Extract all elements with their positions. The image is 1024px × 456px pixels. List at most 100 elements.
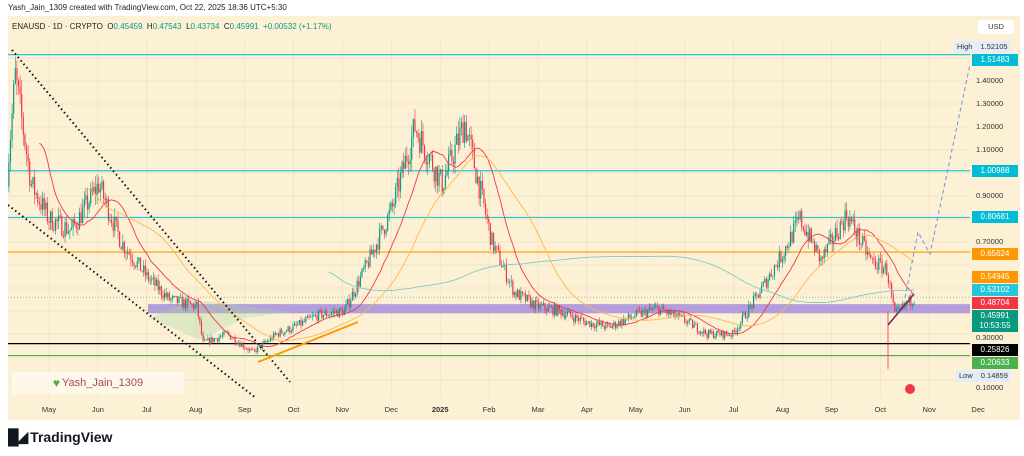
ohlc-legend: ENAUSD · 1D · CRYPTO O0.45459 H0.47543 L… bbox=[12, 22, 332, 31]
candle-body bbox=[250, 348, 252, 350]
candle-body bbox=[452, 161, 455, 164]
candle-body bbox=[834, 227, 837, 242]
candle-body bbox=[43, 197, 45, 210]
candle-body bbox=[163, 292, 166, 299]
candle-body bbox=[446, 170, 448, 176]
time-tick: Dec bbox=[384, 405, 398, 414]
candle-body bbox=[534, 300, 536, 310]
candle-body bbox=[557, 305, 559, 316]
candle-body bbox=[624, 318, 626, 325]
candle-body bbox=[590, 322, 593, 327]
candle-body bbox=[119, 231, 121, 248]
candle-body bbox=[273, 332, 275, 340]
candle-body bbox=[570, 310, 572, 316]
candle-body bbox=[868, 252, 870, 255]
candle-body bbox=[669, 310, 671, 315]
author-watermark: ♥ Yash_Jain_1309 bbox=[12, 372, 184, 394]
candle-body bbox=[497, 246, 499, 250]
candle-body bbox=[825, 249, 827, 252]
candle-body bbox=[399, 173, 402, 192]
candle-body bbox=[852, 219, 854, 222]
candle-body bbox=[529, 297, 532, 308]
candle-body bbox=[860, 244, 862, 245]
close-value: 0.45991 bbox=[229, 22, 259, 31]
candle-body bbox=[387, 214, 389, 231]
candle-body bbox=[719, 332, 721, 336]
candle-body bbox=[619, 321, 621, 326]
candle-body bbox=[459, 128, 461, 146]
currency-button[interactable]: USD bbox=[978, 20, 1014, 34]
candle-body bbox=[326, 311, 328, 317]
candle-body bbox=[56, 219, 58, 222]
candle-body bbox=[566, 312, 569, 316]
candle-body bbox=[361, 268, 363, 277]
symbol-label[interactable]: ENAUSD · 1D · CRYPTO bbox=[12, 22, 103, 31]
candle-body bbox=[605, 323, 607, 329]
candle-body bbox=[573, 317, 575, 323]
candle-body bbox=[695, 323, 697, 325]
candle-body bbox=[122, 242, 124, 250]
candle-body bbox=[468, 135, 471, 136]
candle-body bbox=[371, 249, 373, 255]
candle-body bbox=[847, 218, 849, 227]
candle-body bbox=[374, 249, 376, 253]
level-price-tag: 0.20633 bbox=[972, 356, 1018, 369]
candle-body bbox=[862, 235, 864, 245]
candle-body bbox=[340, 308, 342, 310]
shaded-area bbox=[150, 300, 290, 340]
candle-body bbox=[706, 333, 708, 338]
level-price-tag: 0.80681 bbox=[972, 211, 1018, 224]
candle-body bbox=[799, 211, 801, 220]
candle-body bbox=[741, 314, 743, 323]
candle-body bbox=[589, 321, 591, 327]
candle-body bbox=[292, 325, 294, 332]
candle-body bbox=[794, 220, 796, 224]
candle-body bbox=[88, 203, 90, 210]
candle-body bbox=[21, 93, 23, 118]
candle-body bbox=[139, 257, 142, 271]
candle-body bbox=[382, 225, 384, 230]
candle-body bbox=[423, 145, 426, 159]
candle-body bbox=[682, 315, 684, 316]
candle-body bbox=[647, 310, 649, 317]
candle-body bbox=[600, 322, 602, 326]
candle-body bbox=[910, 296, 912, 306]
candle-body bbox=[9, 139, 12, 163]
candle-body bbox=[53, 229, 55, 231]
candle-body bbox=[289, 326, 291, 333]
candle-body bbox=[14, 68, 16, 85]
candle-body bbox=[37, 193, 39, 203]
candle-body bbox=[433, 169, 435, 182]
candle-body bbox=[396, 178, 398, 188]
candle-body bbox=[693, 324, 695, 328]
candle-body bbox=[61, 216, 63, 236]
candle-body bbox=[7, 173, 8, 187]
candle-body bbox=[215, 338, 217, 340]
candle-body bbox=[484, 204, 487, 215]
candle-body bbox=[603, 326, 605, 329]
candle-body bbox=[796, 217, 798, 221]
candle-body bbox=[281, 329, 283, 334]
candle-body bbox=[502, 266, 504, 268]
high-marker: High 1.52105 bbox=[954, 41, 1011, 53]
candle-body bbox=[306, 316, 309, 319]
low-label: L bbox=[186, 22, 191, 31]
candle-body bbox=[375, 244, 378, 253]
candle-body bbox=[830, 234, 832, 238]
candle-body bbox=[483, 188, 485, 205]
candle-body bbox=[268, 341, 270, 342]
candle-body bbox=[578, 318, 580, 321]
candle-body bbox=[274, 332, 276, 335]
candle-body bbox=[582, 318, 585, 321]
candle-body bbox=[380, 225, 382, 229]
candle-body bbox=[732, 330, 734, 337]
tradingview-logo[interactable]: █◢ TradingView bbox=[8, 428, 112, 446]
candle-body bbox=[701, 331, 703, 334]
candle-body bbox=[86, 195, 89, 210]
candle-body bbox=[828, 237, 830, 244]
candle-body bbox=[415, 131, 418, 134]
candle-body bbox=[362, 268, 365, 270]
candle-body bbox=[850, 217, 853, 222]
candle-body bbox=[436, 166, 439, 186]
